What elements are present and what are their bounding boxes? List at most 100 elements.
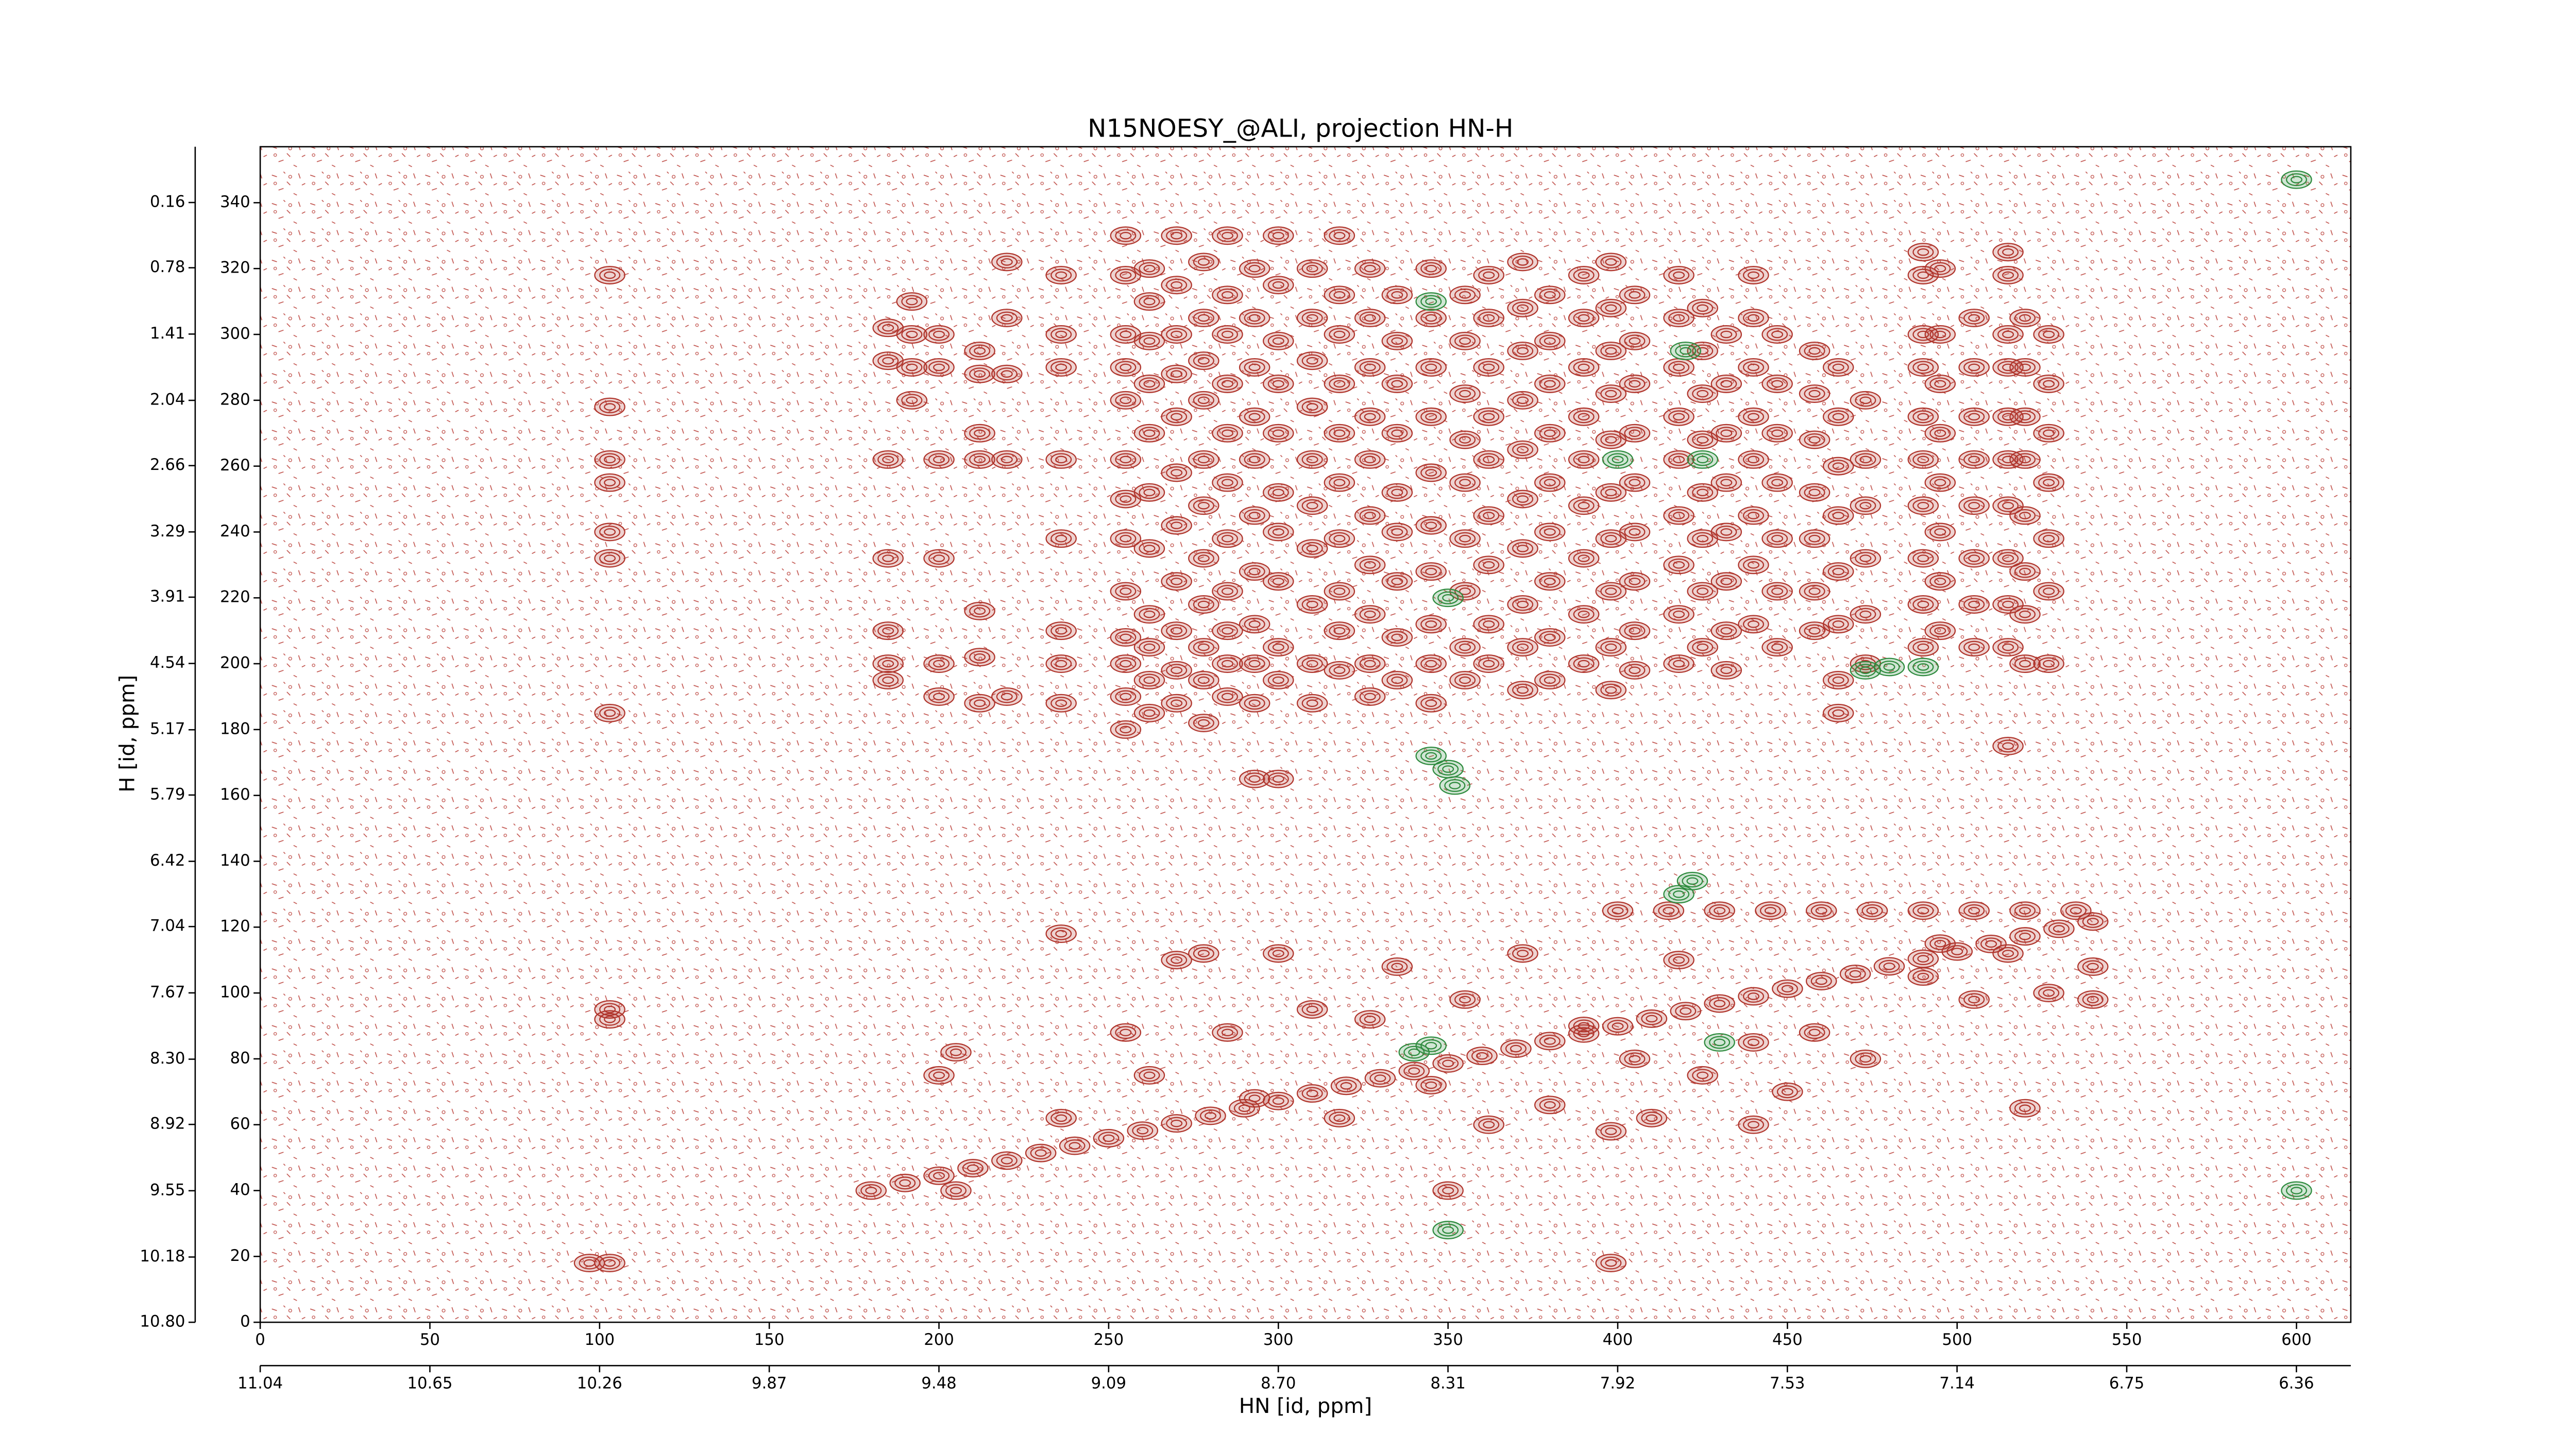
peak-contour xyxy=(1512,598,1534,611)
peak-contour xyxy=(1197,676,1210,684)
peak-contour xyxy=(1517,600,1529,609)
peak-contour xyxy=(1573,657,1595,670)
peak-contour xyxy=(1115,268,1137,282)
peak-contour xyxy=(1139,295,1160,308)
peak-contour xyxy=(1673,512,1685,519)
peak-contour xyxy=(2002,643,2014,651)
x2-tick-label: 8.31 xyxy=(1430,1374,1465,1392)
peak-contour xyxy=(1115,1026,1137,1039)
peak-contour xyxy=(1483,561,1495,569)
peak-contour xyxy=(1301,697,1323,710)
peak-contour xyxy=(599,706,621,720)
peak-contour xyxy=(1997,641,2019,654)
peak-contour xyxy=(1605,304,1617,312)
peak-contour xyxy=(2087,963,2099,971)
peak-contour xyxy=(1166,367,1188,381)
peak-contour xyxy=(1244,410,1265,424)
peak-contour xyxy=(1607,904,1629,917)
peak-contour xyxy=(1680,1007,1692,1015)
peak-contour xyxy=(1883,963,1895,970)
peak-contour xyxy=(1517,643,1529,651)
peak-contour xyxy=(1139,608,1160,621)
peak-contour xyxy=(1301,598,1323,611)
peak-contour xyxy=(1193,641,1214,654)
peak-contour xyxy=(1115,229,1137,242)
peak-contour xyxy=(1673,956,1685,964)
peak-contour xyxy=(2002,502,2014,510)
peak-contour xyxy=(1544,479,1556,486)
peak-contour xyxy=(1512,683,1534,697)
peak-contour xyxy=(877,552,899,565)
peak-contour xyxy=(1459,291,1471,299)
peak-contour xyxy=(2002,456,2014,464)
peak-contour xyxy=(1720,627,1733,635)
peak-contour xyxy=(1333,291,1346,299)
peak-contour xyxy=(1483,314,1495,322)
peak-contour xyxy=(1605,534,1617,543)
x2-tick-label: 7.53 xyxy=(1770,1374,1805,1392)
peak-contour xyxy=(1573,552,1595,565)
negative-peak-contour xyxy=(1437,591,1459,604)
negative-peak-contour xyxy=(1408,1048,1420,1056)
peak-contour xyxy=(1391,676,1403,684)
peak-contour xyxy=(579,1256,600,1270)
peak-contour xyxy=(1386,334,1408,348)
peak-contour xyxy=(1364,363,1376,372)
peak-contour xyxy=(2048,922,2070,935)
peak-contour xyxy=(1359,1013,1381,1026)
peak-contour xyxy=(1866,907,1878,915)
peak-contour xyxy=(1364,456,1376,464)
x-tick-label: 400 xyxy=(1603,1330,1633,1349)
negative-peak-contour xyxy=(1859,666,1872,675)
peak-contour xyxy=(1420,361,1442,374)
peak-contour xyxy=(1329,624,1350,637)
peak-contour xyxy=(1517,495,1529,503)
peak-contour xyxy=(1478,410,1500,424)
peak-contour xyxy=(1216,1026,1239,1039)
peak-contour xyxy=(1306,545,1318,552)
peak-contour xyxy=(1912,361,1934,374)
peak-contour xyxy=(901,328,923,341)
y2-tick-label: 5.79 xyxy=(150,785,185,803)
peak-contour xyxy=(1244,311,1265,325)
x-tick-label: 250 xyxy=(1094,1330,1124,1349)
peak-contour xyxy=(1692,301,1714,315)
peak-contour xyxy=(1517,545,1529,552)
y-tick-label: 200 xyxy=(220,654,250,672)
peak-contour xyxy=(1001,370,1013,378)
peak-contour xyxy=(1055,363,1067,372)
peak-contour xyxy=(604,1015,616,1023)
negative-peak-contour xyxy=(1425,1042,1437,1050)
peak-contour xyxy=(1697,587,1709,595)
peak-contour xyxy=(933,693,945,701)
peak-contour xyxy=(1139,427,1160,440)
peak-contour xyxy=(1578,456,1590,464)
peak-contour xyxy=(1216,657,1239,670)
x-tick-label: 300 xyxy=(1263,1330,1294,1349)
peak-contour xyxy=(1929,427,1951,440)
peak-contour xyxy=(1267,229,1289,242)
peak-contour xyxy=(1386,673,1408,687)
peak-contour xyxy=(1629,479,1641,486)
peak-contour xyxy=(1980,937,2002,951)
y2-tick-label: 2.66 xyxy=(150,456,185,474)
peak-contour xyxy=(1612,1022,1624,1030)
peak-contour xyxy=(1478,311,1500,325)
peak-contour xyxy=(1364,512,1376,519)
peak-contour xyxy=(1624,377,1646,391)
peak-contour xyxy=(1544,577,1556,585)
x-tick-label: 550 xyxy=(2112,1330,2142,1349)
peak-contour xyxy=(2014,608,2036,621)
peak-contour xyxy=(1855,608,1876,621)
peak-contour xyxy=(604,456,616,464)
peak-contour xyxy=(1221,429,1233,437)
peak-contour xyxy=(928,453,950,466)
peak-contour xyxy=(1050,657,1072,670)
peak-contour xyxy=(1166,664,1188,677)
peak-contour xyxy=(1934,528,1946,536)
negative-peak-contour xyxy=(1668,887,1690,901)
peak-contour xyxy=(1934,380,1946,388)
peak-contour xyxy=(1742,558,1765,571)
peak-contour xyxy=(1359,311,1381,325)
peak-contour xyxy=(1425,363,1437,372)
